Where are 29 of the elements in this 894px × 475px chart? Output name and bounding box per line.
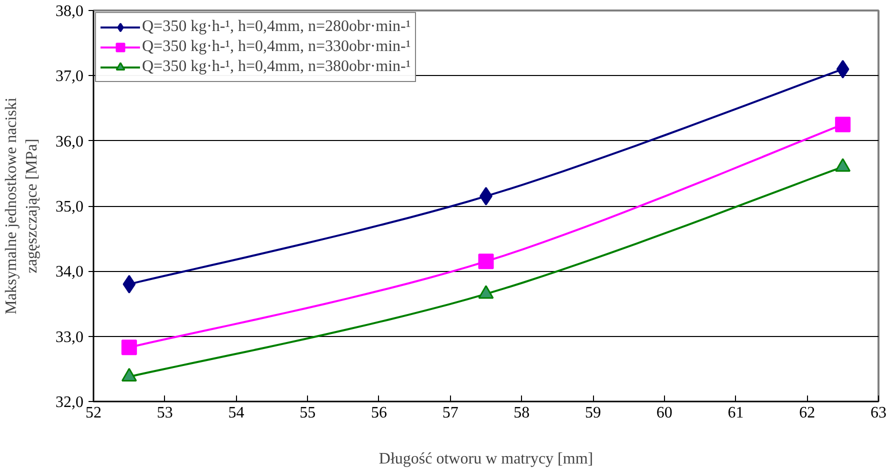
x-tick-label: 56 <box>370 404 387 422</box>
x-tick-label: 60 <box>656 404 672 422</box>
legend-label: Q=350 kg·h-¹, h=0,4mm, n=330obr·min-¹ <box>142 38 411 56</box>
point <box>122 274 136 294</box>
point <box>121 340 137 356</box>
x-tick-label: 63 <box>870 404 886 422</box>
legend-label: Q=350 kg·h-¹, h=0,4mm, n=280obr·min-¹ <box>142 18 411 36</box>
x-tick-label: 54 <box>228 404 244 422</box>
x-tick-label: 61 <box>728 404 744 422</box>
y-tick-label: 38,0 <box>56 3 84 20</box>
x-tick-label: 59 <box>585 404 602 422</box>
point <box>836 60 850 78</box>
point <box>478 254 494 270</box>
legend-label: Q=350 kg·h-¹, h=0,4mm, n=380obr·min-¹ <box>142 58 411 76</box>
x-axis-title: Długość otworu w matrycy [mm] <box>378 450 594 468</box>
point <box>835 116 851 132</box>
x-tick-label: 58 <box>514 404 530 422</box>
y-axis-title: Maksymalne jednostkowe naciski zagęszczające [MPa] <box>3 97 40 314</box>
x-tick-label: 53 <box>156 404 173 422</box>
x-tick-label: 52 <box>86 404 102 422</box>
y-tick-label: 33,0 <box>56 328 84 346</box>
x-tick-label: 57 <box>442 404 458 422</box>
y-tick-label: 32,0 <box>56 394 84 411</box>
y-tick-label: 37,0 <box>56 68 84 86</box>
y-tick-label: 36,0 <box>56 133 84 150</box>
x-tick-label: 55 <box>300 404 316 422</box>
y-tick-label: 35,0 <box>56 198 84 216</box>
y-tick-label: 34,0 <box>56 264 84 281</box>
x-tick-label: 62 <box>799 404 816 422</box>
